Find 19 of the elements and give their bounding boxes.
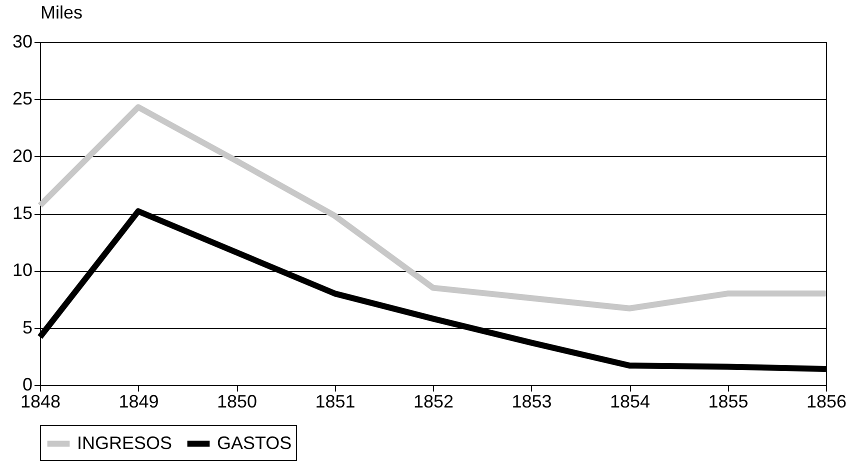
x-tick-label: 1848 bbox=[20, 392, 61, 412]
x-tick-label: 1851 bbox=[315, 392, 356, 412]
y-tick-label: 5 bbox=[22, 317, 32, 338]
y-tick-label: 15 bbox=[12, 203, 32, 223]
x-tick-label: 1854 bbox=[610, 392, 650, 412]
x-tick-label: 1855 bbox=[708, 392, 748, 412]
y-tick-label: 25 bbox=[12, 88, 32, 109]
y-tick-label: 30 bbox=[12, 32, 32, 52]
x-tick-label: 1850 bbox=[216, 392, 258, 412]
legend-label: GASTOS bbox=[217, 432, 292, 453]
y-axis-title: Miles bbox=[40, 2, 83, 22]
legend-label: INGRESOS bbox=[77, 432, 172, 453]
x-tick-label: 1849 bbox=[118, 392, 159, 412]
x-tick-label: 1852 bbox=[413, 392, 454, 412]
y-tick-label: 0 bbox=[22, 374, 32, 394]
y-tick-label: 20 bbox=[12, 146, 32, 166]
y-tick-label: 10 bbox=[12, 260, 32, 280]
x-tick-label: 1853 bbox=[512, 392, 552, 412]
x-tick-label: 1856 bbox=[806, 392, 847, 412]
